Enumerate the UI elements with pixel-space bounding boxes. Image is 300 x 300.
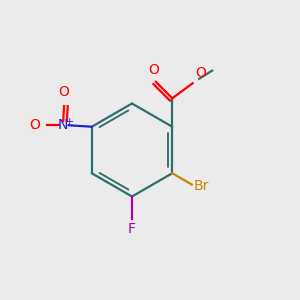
Text: Br: Br bbox=[193, 179, 208, 193]
Text: F: F bbox=[128, 222, 136, 236]
Text: O: O bbox=[59, 85, 70, 99]
Text: O: O bbox=[29, 118, 40, 132]
Text: O: O bbox=[195, 66, 206, 80]
Text: O: O bbox=[148, 63, 159, 77]
Text: +: + bbox=[64, 117, 74, 127]
Text: -: - bbox=[32, 122, 36, 135]
Text: N: N bbox=[58, 118, 68, 132]
